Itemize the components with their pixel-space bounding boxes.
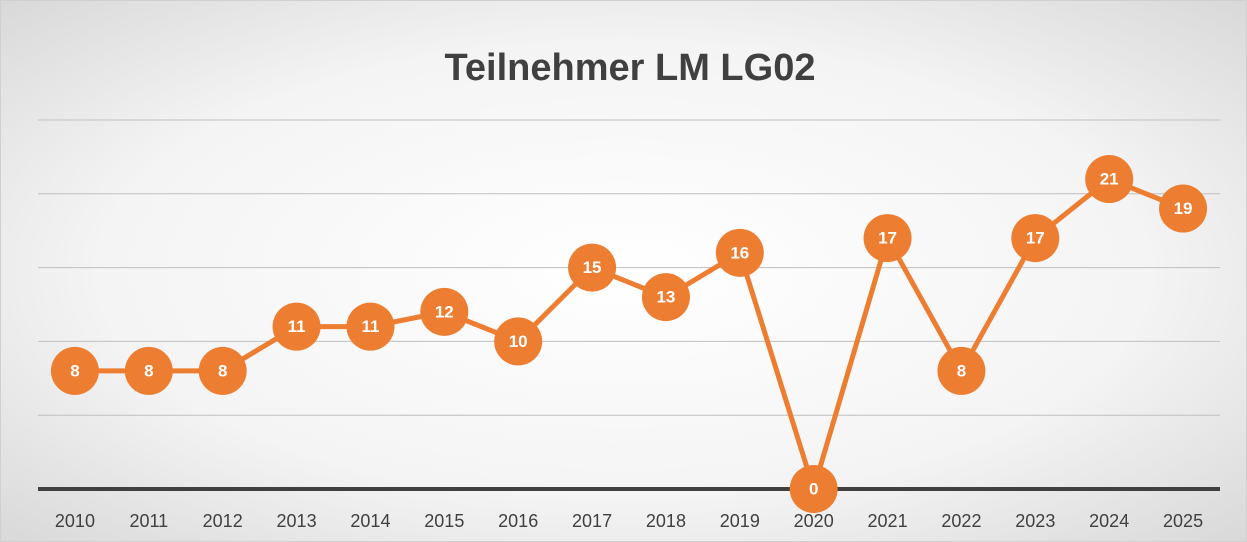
data-label: 16 <box>730 243 749 262</box>
data-label: 10 <box>509 332 528 351</box>
x-tick-label: 2014 <box>350 511 390 531</box>
data-label: 17 <box>1026 229 1045 248</box>
data-point <box>494 317 543 366</box>
data-point <box>863 214 912 263</box>
data-point <box>641 273 690 322</box>
data-label: 8 <box>218 361 227 380</box>
data-point <box>272 302 321 351</box>
data-label: 21 <box>1100 170 1119 189</box>
data-point <box>198 346 247 395</box>
data-point <box>346 302 395 351</box>
x-tick-label: 2023 <box>1015 511 1055 531</box>
data-line <box>74 176 1184 492</box>
data-label: 15 <box>583 258 602 277</box>
data-label: 8 <box>70 361 79 380</box>
x-tick-label: 2017 <box>572 511 612 531</box>
data-label: 8 <box>957 361 966 380</box>
x-tick-label: 2021 <box>868 511 908 531</box>
data-label: 12 <box>435 302 454 321</box>
data-label: 11 <box>361 317 379 336</box>
x-tick-label: 2022 <box>941 511 981 531</box>
data-point <box>1085 155 1134 204</box>
data-point <box>1159 184 1208 233</box>
x-tick-label: 2011 <box>129 511 168 531</box>
x-tick-label: 2025 <box>1163 511 1203 531</box>
data-label: 11 <box>288 317 306 336</box>
x-tick-label: 2015 <box>424 511 464 531</box>
data-point <box>789 465 838 513</box>
x-tick-label: 2013 <box>277 511 317 531</box>
x-tick-label: 2020 <box>794 511 834 531</box>
x-tick-label: 2012 <box>203 511 243 531</box>
x-tick-label: 2024 <box>1089 511 1129 531</box>
data-point <box>50 346 99 395</box>
x-tick-label: 2010 <box>55 511 95 531</box>
data-label: 0 <box>809 479 818 498</box>
data-point <box>124 346 173 395</box>
x-tick-label: 2016 <box>498 511 538 531</box>
data-label: 13 <box>656 288 675 307</box>
data-label: 17 <box>878 229 897 248</box>
chart-title: Teilnehmer LM LG02 <box>445 47 816 89</box>
x-tick-label: 2019 <box>720 511 760 531</box>
data-point <box>420 287 469 336</box>
x-tick-label: 2018 <box>646 511 686 531</box>
data-label: 19 <box>1174 199 1193 218</box>
data-point <box>1011 214 1060 263</box>
data-point <box>715 228 764 277</box>
data-point <box>568 243 617 292</box>
data-label: 8 <box>144 361 153 380</box>
data-point <box>937 346 986 395</box>
